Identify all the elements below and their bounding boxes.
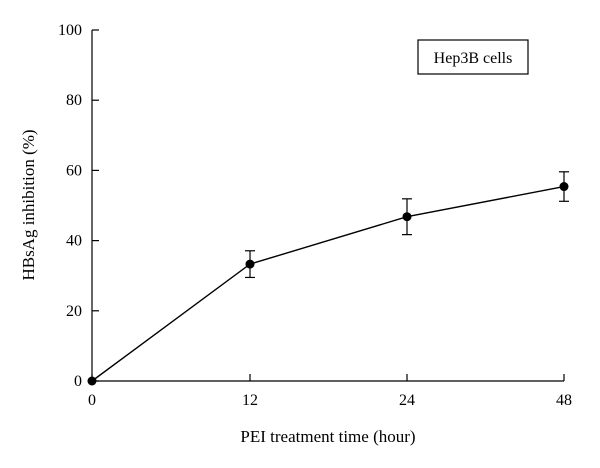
x-tick-label: 12 [242, 392, 258, 409]
y-tick-label: 100 [58, 22, 82, 39]
y-tick-label: 80 [66, 92, 82, 109]
y-tick-label: 0 [74, 373, 82, 390]
axes [91, 30, 564, 382]
y-tick-label: 20 [66, 303, 82, 320]
x-ticks: 0 12 24 48 [88, 374, 572, 409]
data-point [87, 376, 97, 386]
legend-label: Hep3B cells [434, 50, 513, 67]
data-point [559, 182, 569, 192]
x-axis-title: PEI treatment time (hour) [240, 427, 415, 446]
series-line [91, 185, 565, 382]
series [87, 171, 569, 386]
x-tick-label: 48 [556, 392, 572, 409]
y-tick-label: 60 [66, 162, 82, 179]
y-ticks: 0 20 40 60 80 100 [58, 22, 99, 390]
legend: Hep3B cells [417, 39, 529, 75]
data-point [402, 212, 412, 222]
data-point [245, 259, 255, 269]
y-axis-title: HBsAg inhibition (%) [19, 129, 38, 280]
x-tick-label: 24 [399, 392, 415, 409]
x-tick-label: 0 [88, 392, 96, 409]
legend-box [417, 39, 529, 75]
y-tick-label: 40 [66, 233, 82, 250]
